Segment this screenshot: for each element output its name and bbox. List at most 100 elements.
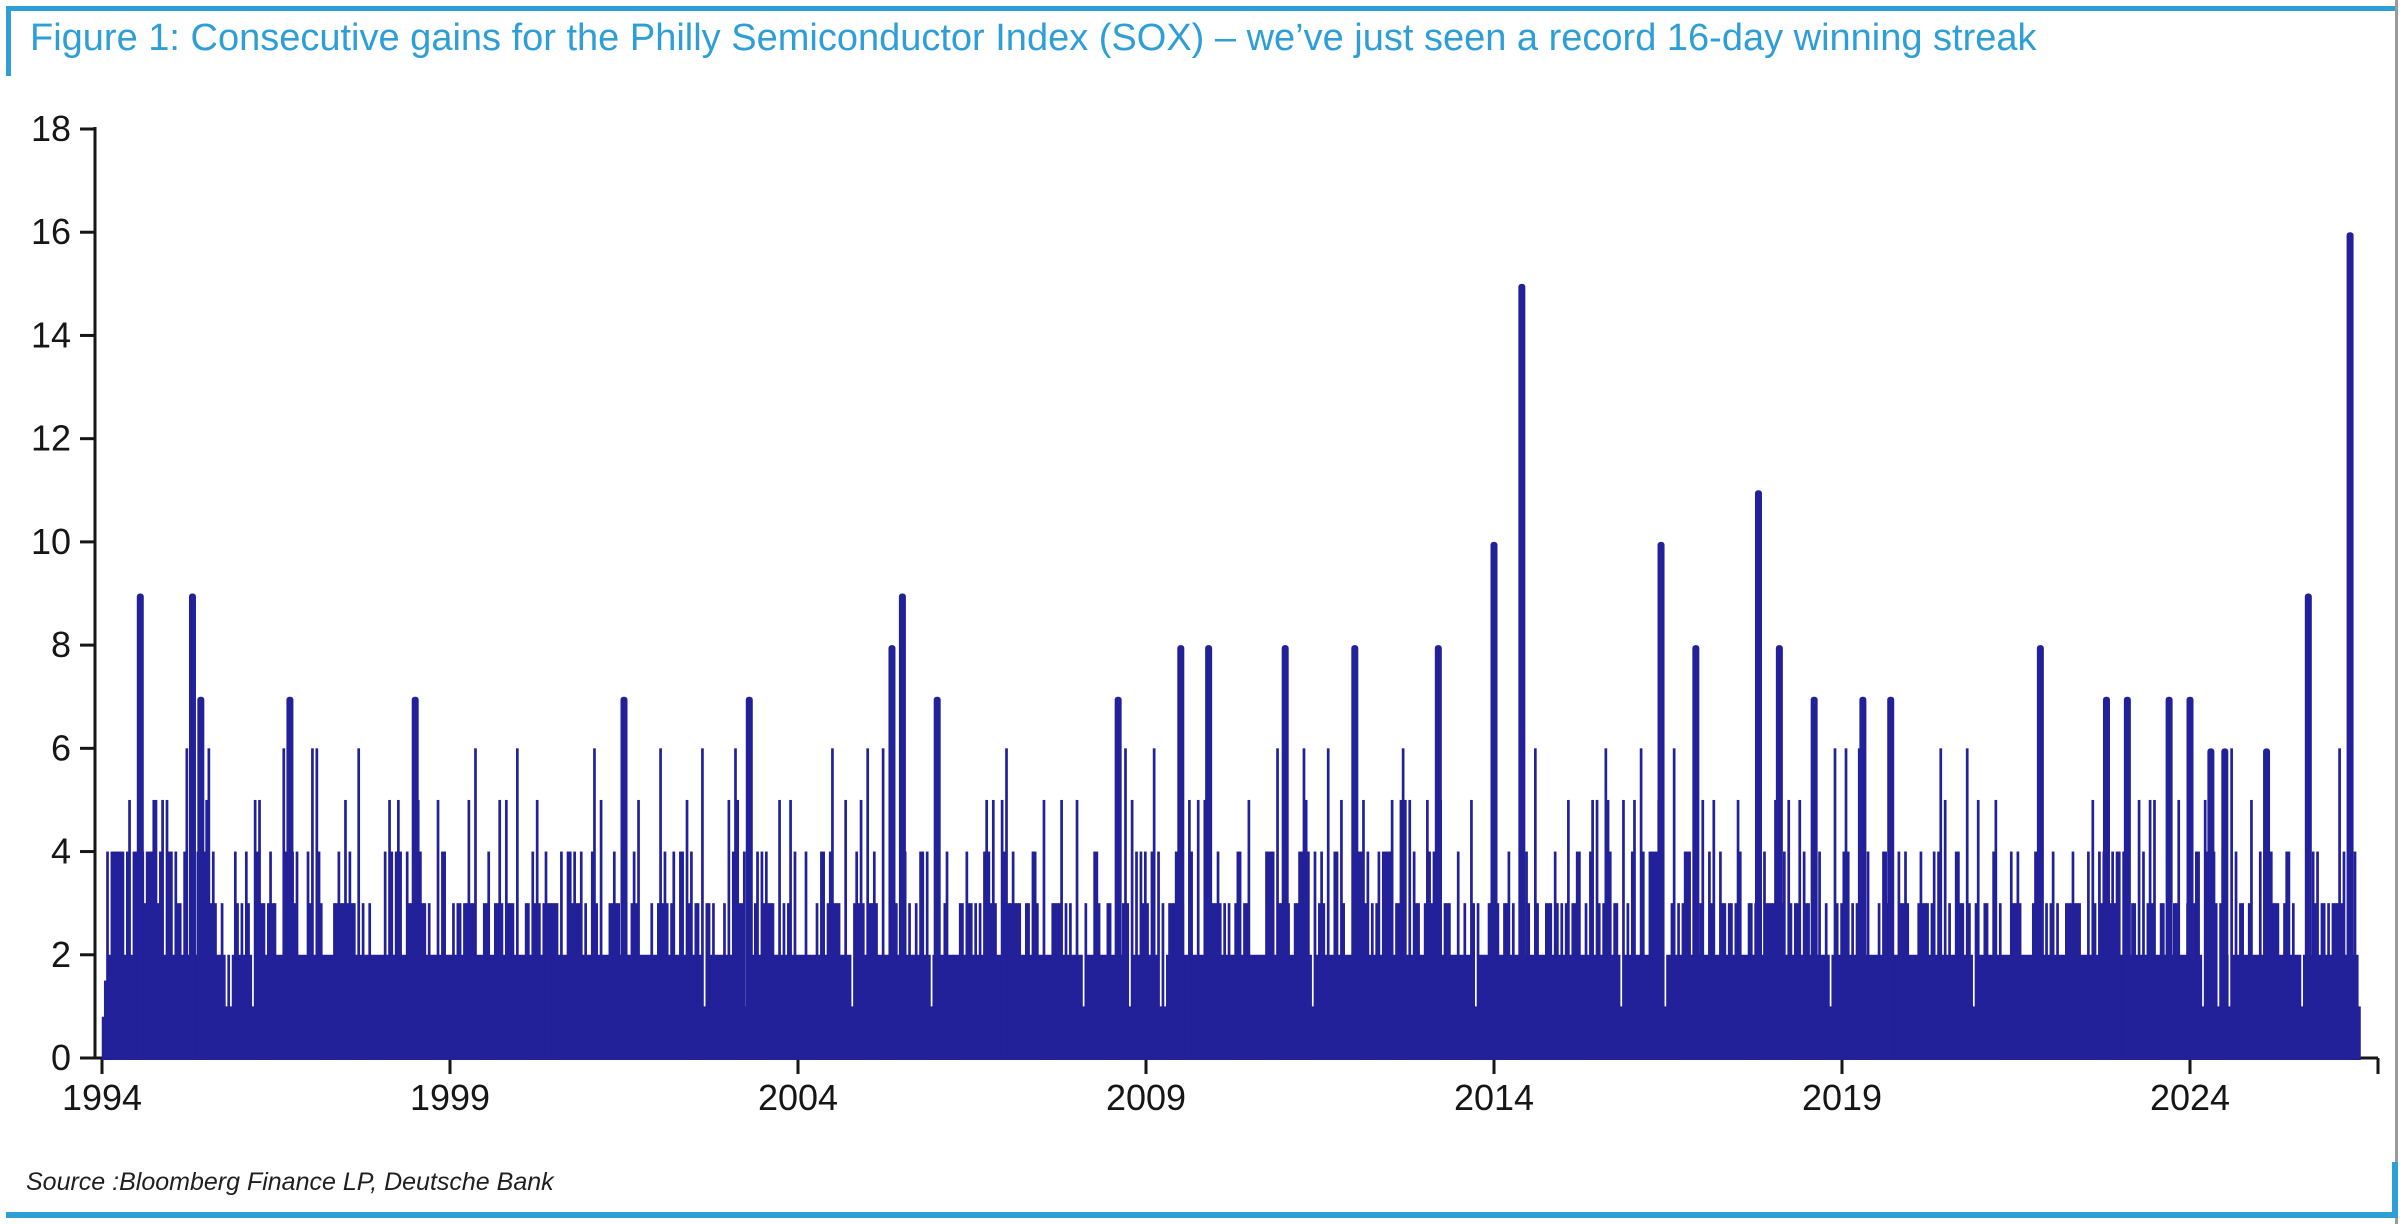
bar — [601, 954, 605, 1060]
peak-bar — [620, 696, 628, 1060]
bar — [471, 903, 475, 1060]
bar — [617, 903, 621, 1060]
bar — [1829, 1006, 1832, 1060]
bar — [2241, 903, 2244, 1060]
peak-bar — [1887, 696, 1895, 1060]
bar — [1093, 851, 1096, 1060]
bar — [333, 903, 336, 1060]
bar — [458, 903, 462, 1060]
bar — [1410, 954, 1414, 1060]
bar — [1527, 903, 1531, 1060]
peak-bar — [411, 696, 419, 1060]
bar — [1359, 851, 1363, 1060]
bar — [1016, 903, 1019, 1060]
bar — [487, 851, 491, 1060]
bar — [1584, 903, 1588, 1060]
bar — [339, 903, 343, 1060]
bar — [535, 799, 539, 1060]
bar — [2095, 954, 2099, 1060]
bar — [1723, 903, 1727, 1060]
bar — [2020, 954, 2024, 1060]
bar — [1419, 954, 1423, 1060]
bar — [588, 954, 592, 1060]
bar — [130, 954, 134, 1060]
bar — [1712, 799, 1716, 1060]
bar — [1915, 954, 1918, 1060]
bar — [866, 748, 870, 1060]
bar — [1675, 954, 1678, 1060]
bar — [557, 954, 561, 1060]
bar — [2155, 954, 2159, 1060]
bar — [1681, 903, 1685, 1060]
bar — [405, 851, 409, 1060]
bar — [1877, 903, 1881, 1060]
bar — [1796, 903, 1799, 1060]
bar — [800, 954, 803, 1060]
bar — [844, 799, 848, 1060]
bar — [1807, 903, 1810, 1060]
bar — [2327, 903, 2330, 1060]
bar — [524, 903, 528, 1060]
x-tick-label: 1994 — [62, 1077, 142, 1118]
bar — [1088, 954, 1092, 1060]
bar — [2012, 903, 2015, 1060]
bar — [1036, 903, 1039, 1060]
bar — [1985, 903, 1989, 1060]
bar — [2157, 954, 2161, 1060]
bar — [106, 851, 109, 1060]
bar — [1615, 903, 1619, 1060]
bar — [2150, 903, 2154, 1060]
bar — [300, 954, 303, 1060]
bar — [1701, 799, 1705, 1060]
peak-bar — [1205, 645, 1213, 1060]
bar — [701, 748, 704, 1060]
bar — [1785, 954, 1788, 1060]
bar — [2009, 851, 2013, 1060]
bar — [634, 903, 638, 1060]
bar — [1763, 851, 1766, 1060]
bar — [2115, 851, 2119, 1060]
bar — [1124, 748, 1127, 1060]
figure-title: Figure 1: Consecutive gains for the Phil… — [30, 17, 2037, 59]
bar — [533, 903, 537, 1060]
bar — [736, 799, 740, 1060]
bar — [906, 954, 909, 1060]
bar — [1443, 903, 1447, 1060]
bar — [1335, 851, 1339, 1060]
peak-bars — [136, 232, 2354, 1060]
bar — [1782, 851, 1786, 1060]
bar — [119, 851, 123, 1060]
bar — [1853, 954, 1857, 1060]
bar — [1972, 1006, 1976, 1060]
bar — [335, 903, 339, 1060]
bottom-right-tick-rule — [2392, 1162, 2398, 1214]
bar — [121, 851, 125, 1060]
bar — [114, 851, 118, 1060]
bar — [2296, 954, 2300, 1060]
bar — [1027, 903, 1030, 1060]
bar — [725, 954, 729, 1060]
bar — [1470, 799, 1473, 1060]
bar — [507, 903, 510, 1060]
bar — [306, 851, 310, 1060]
bar — [780, 954, 784, 1060]
bar — [2342, 851, 2346, 1060]
bar — [1273, 954, 1277, 1060]
bar — [2031, 903, 2035, 1060]
bar — [857, 903, 861, 1060]
bar — [271, 903, 275, 1060]
bar — [2338, 748, 2341, 1060]
bar — [740, 903, 744, 1060]
bar — [1454, 954, 1458, 1060]
baseline-bars — [101, 748, 2361, 1060]
bar — [1276, 748, 1279, 1060]
bar — [2049, 903, 2053, 1060]
bar — [1381, 851, 1385, 1060]
bar — [1346, 954, 1350, 1060]
bar — [247, 903, 250, 1060]
bar — [496, 903, 499, 1060]
y-tick-label: 10 — [31, 521, 71, 562]
bar — [2201, 1006, 2205, 1060]
bar — [1223, 903, 1227, 1060]
bar — [2139, 954, 2143, 1060]
